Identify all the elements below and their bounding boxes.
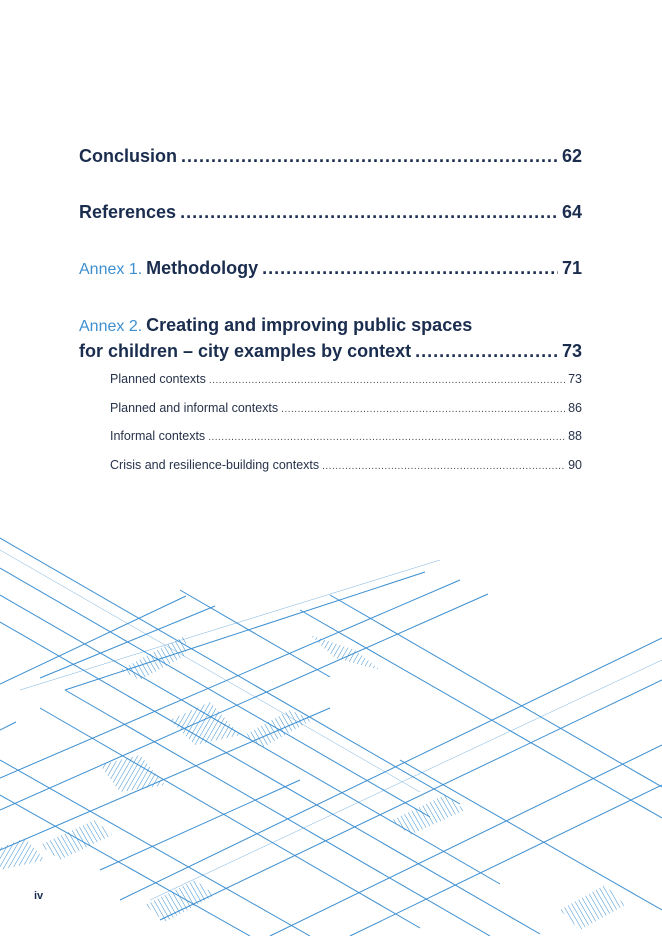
toc-entry-conclusion[interactable]: Conclusion 62 [79,144,582,169]
toc-entry-references[interactable]: References 64 [79,200,582,225]
toc-entry-title: Methodology [146,258,259,278]
toc-entry-page: 73 [561,341,582,361]
toc-entry-page: 64 [561,202,582,222]
page-number: iv [34,890,44,902]
toc-subentry[interactable]: Informal contexts 88 [110,423,582,452]
blue-line-grid-graphic [0,537,662,936]
dot-leader [208,425,565,452]
toc-subentry-page: 73 [568,372,582,386]
annex-label: Annex 2. [79,318,143,335]
toc-entry-annex-1[interactable]: Annex 1.Methodology 71 [79,256,582,282]
dot-leader [262,256,558,281]
toc-subentry-title: Informal contexts [110,429,206,443]
toc-entry-title: Conclusion [79,146,177,166]
annex-label: Annex 1. [79,261,143,278]
toc-entry-title-line-2: for children – city examples by context [79,341,412,361]
toc-entry-title: References [79,202,177,222]
toc-subentry-title: Crisis and resilience-building contexts [110,457,320,472]
dot-leader [322,454,565,481]
toc-subentry[interactable]: Planned and informal contexts 86 [110,395,582,424]
dot-leader [281,397,565,424]
toc-subentry-page: 86 [568,400,582,415]
toc-entry-page: 62 [561,146,582,166]
dot-leader [415,339,558,364]
toc-subentry-page: 88 [568,429,582,443]
annex-2-subsections: Planned contexts 73 Planned and informal… [110,366,582,480]
dot-leader [181,144,558,169]
toc-subentry-title: Planned contexts [110,372,206,386]
toc-subentry-page: 90 [568,457,582,472]
toc-subentry[interactable]: Crisis and resilience-building contexts … [110,452,582,481]
toc-entry-title-line-1: Creating and improving public spaces [146,315,473,335]
toc-subentry-title: Planned and informal contexts [110,400,279,415]
dot-leader [209,368,565,395]
table-of-contents: Conclusion 62 References 64 Annex 1.Meth… [79,144,582,480]
toc-entry-page: 71 [561,258,582,278]
toc-entry-annex-2[interactable]: Annex 2. Creating and improving public sp… [79,313,582,480]
dot-leader [180,200,558,225]
toc-subentry[interactable]: Planned contexts 73 [110,366,582,395]
